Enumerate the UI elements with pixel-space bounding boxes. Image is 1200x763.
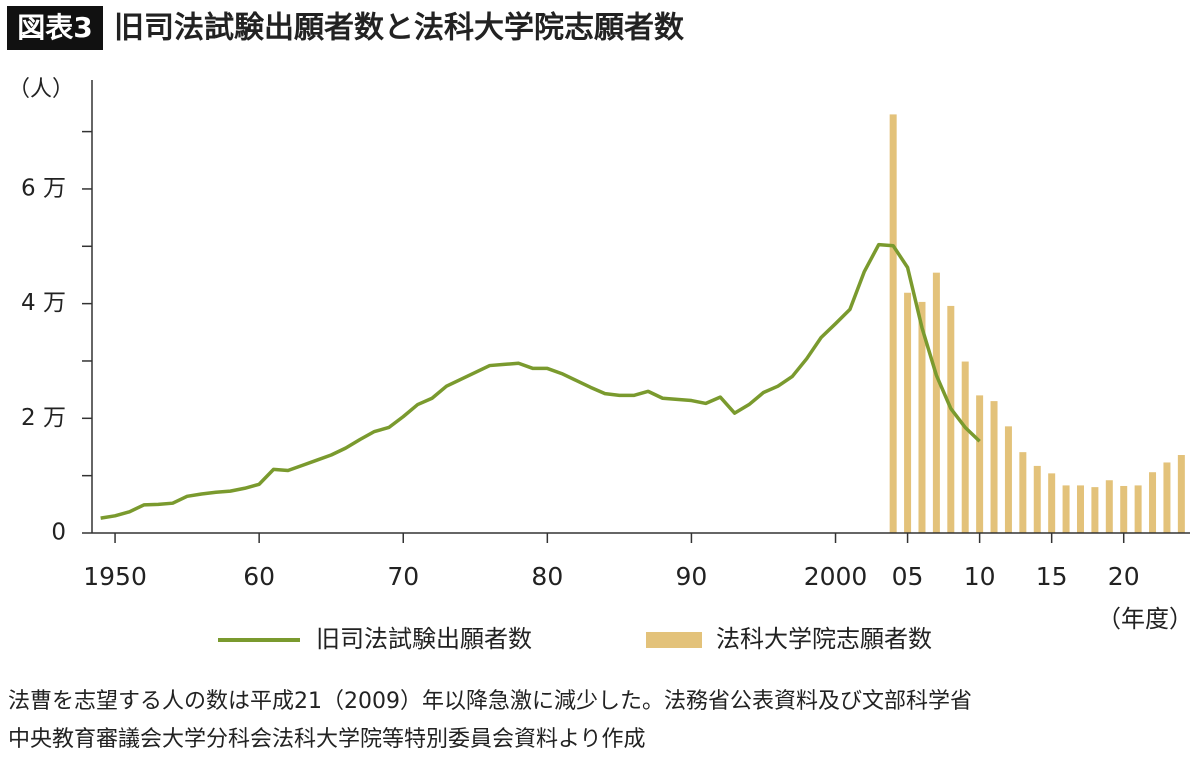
line: [100, 242, 981, 520]
bar: [1120, 485, 1128, 533]
y-axis-label: （人）: [8, 77, 74, 102]
bar: [1134, 485, 1142, 533]
x-tick-label: 2000: [804, 562, 868, 591]
bar: [1091, 487, 1099, 533]
bar: [990, 401, 998, 533]
label-badge: [7, 6, 103, 50]
bar: [904, 292, 912, 533]
note: 中央教育審議会大学分科会法科大学院等特別委員会資料より作成: [8, 727, 646, 752]
bar: [1004, 426, 1012, 533]
bar: [1062, 485, 1070, 533]
legend-label: 法科大学院志願者数: [716, 625, 932, 653]
bar: [1105, 480, 1113, 533]
bar: [889, 114, 897, 533]
bar: [961, 361, 969, 533]
note: 法曹を志望する人の数は平成21（2009）年以降急激に減少した。法務省公表資料及…: [8, 689, 972, 714]
bar: [1048, 473, 1056, 533]
bar: [1076, 485, 1084, 533]
x-axis-label: （年度）: [1097, 605, 1193, 633]
legend-label: 旧司法試験出願者数: [316, 625, 532, 653]
y-tick-label: 4 万: [21, 290, 66, 316]
x-tick-label: 90: [676, 562, 708, 591]
y-tick-label: 2 万: [21, 405, 66, 431]
x-tick-label: 10: [964, 562, 996, 591]
bar: [947, 305, 955, 533]
bar: [976, 395, 984, 533]
x-tick-label: 15: [1036, 562, 1068, 591]
bar: [1163, 462, 1171, 533]
bar: [1149, 472, 1157, 533]
bar: [932, 272, 940, 533]
chart-label: 図表3: [17, 11, 92, 44]
bar: [1019, 452, 1027, 533]
y-tick-label: 0: [51, 520, 66, 546]
bar: [1177, 455, 1185, 533]
bar: [1033, 465, 1041, 533]
x-tick-label: 05: [892, 562, 924, 591]
x-tick-label: 80: [531, 562, 563, 591]
bar: [918, 301, 926, 533]
y-tick-label: 6 万: [21, 175, 66, 201]
x-tick-label: 20: [1108, 562, 1140, 591]
x-tick-label: 1950: [83, 562, 147, 591]
chart-title: 旧司法試験出願者数と法科大学院志願者数: [114, 11, 685, 46]
x-tick-label: 70: [387, 562, 419, 591]
legend-swatch: [646, 632, 702, 648]
x-tick-label: 60: [243, 562, 275, 591]
